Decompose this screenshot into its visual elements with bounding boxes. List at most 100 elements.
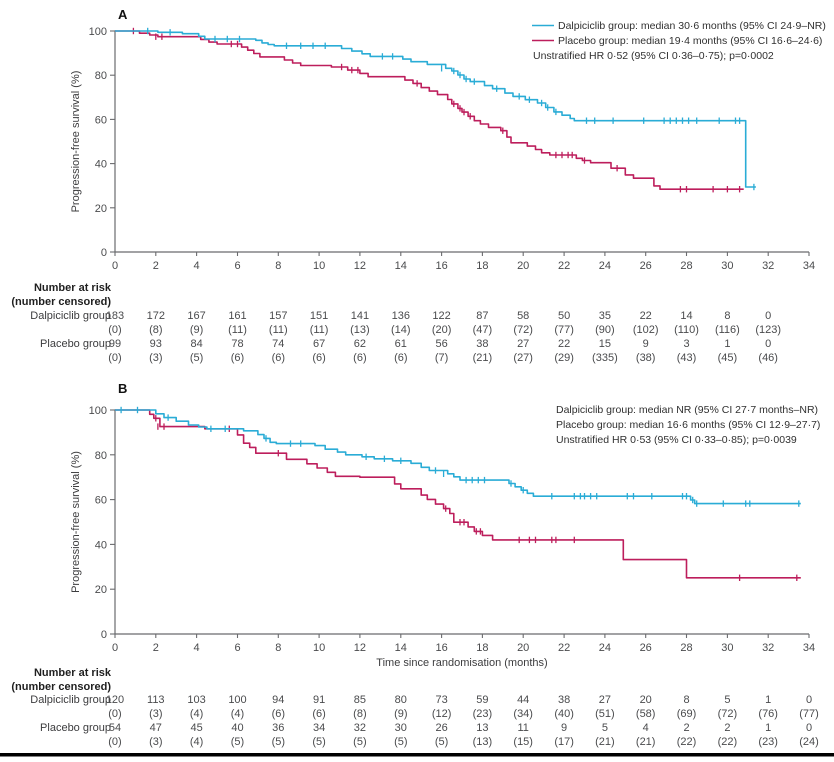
y-tick-label: 60 bbox=[95, 114, 107, 126]
x-tick-label: 30 bbox=[721, 642, 733, 654]
km-curve-placebo bbox=[115, 409, 801, 579]
risk-censored-value: (27) bbox=[513, 352, 533, 364]
risk-censored-value: (3) bbox=[149, 352, 162, 364]
risk-censored-value: (6) bbox=[353, 352, 366, 364]
x-tick-label: 20 bbox=[517, 642, 529, 654]
risk-row-label: Placebo group bbox=[40, 722, 111, 734]
risk-censored-value: (6) bbox=[272, 352, 285, 364]
panel-label: B bbox=[118, 381, 127, 396]
risk-at-risk-value: 59 bbox=[476, 694, 488, 706]
risk-censored-value: (22) bbox=[718, 736, 738, 748]
risk-at-risk-value: 13 bbox=[476, 722, 488, 734]
risk-at-risk-value: 122 bbox=[432, 310, 450, 322]
risk-at-risk-value: 15 bbox=[599, 338, 611, 350]
risk-at-risk-value: 1 bbox=[724, 338, 730, 350]
km-curve-dalpiciclib bbox=[115, 409, 801, 505]
risk-censored-value: (5) bbox=[312, 736, 325, 748]
risk-at-risk-value: 45 bbox=[190, 722, 202, 734]
y-tick-label: 80 bbox=[95, 70, 107, 82]
risk-censored-value: (102) bbox=[633, 324, 659, 336]
risk-censored-value: (12) bbox=[432, 708, 452, 720]
risk-at-risk-value: 157 bbox=[269, 310, 287, 322]
risk-censored-value: (13) bbox=[350, 324, 370, 336]
risk-at-risk-value: 9 bbox=[561, 722, 567, 734]
risk-censored-value: (24) bbox=[799, 736, 819, 748]
x-tick-label: 30 bbox=[721, 260, 733, 272]
x-tick-label: 26 bbox=[640, 260, 652, 272]
risk-censored-value: (4) bbox=[231, 708, 244, 720]
risk-censored-value: (3) bbox=[149, 736, 162, 748]
risk-censored-value: (110) bbox=[674, 324, 699, 336]
risk-at-risk-value: 99 bbox=[109, 338, 121, 350]
risk-at-risk-value: 93 bbox=[150, 338, 162, 350]
risk-censored-value: (11) bbox=[228, 324, 247, 336]
risk-at-risk-value: 2 bbox=[683, 722, 689, 734]
risk-censored-value: (5) bbox=[272, 736, 285, 748]
risk-at-risk-value: 58 bbox=[517, 310, 529, 322]
risk-at-risk-value: 27 bbox=[599, 694, 611, 706]
risk-at-risk-value: 74 bbox=[272, 338, 284, 350]
risk-at-risk-value: 172 bbox=[147, 310, 165, 322]
risk-censored-value: (8) bbox=[353, 708, 366, 720]
y-tick-label: 40 bbox=[95, 159, 107, 171]
risk-censored-value: (21) bbox=[473, 352, 493, 364]
x-tick-label: 32 bbox=[762, 642, 774, 654]
risk-censored-value: (4) bbox=[190, 708, 203, 720]
x-tick-label: 26 bbox=[640, 642, 652, 654]
risk-at-risk-value: 85 bbox=[354, 694, 366, 706]
y-tick-label: 60 bbox=[95, 495, 107, 507]
bottom-rule bbox=[0, 753, 834, 757]
risk-censored-value: (45) bbox=[718, 352, 738, 364]
risk-censored-value: (3) bbox=[149, 708, 162, 720]
risk-at-risk-value: 56 bbox=[435, 338, 447, 350]
x-tick-label: 8 bbox=[275, 642, 281, 654]
x-tick-label: 4 bbox=[194, 260, 200, 272]
risk-censored-value: (17) bbox=[554, 736, 574, 748]
risk-censored-value: (5) bbox=[231, 736, 244, 748]
x-tick-label: 0 bbox=[112, 642, 118, 654]
risk-at-risk-value: 94 bbox=[272, 694, 284, 706]
risk-censored-value: (116) bbox=[715, 324, 740, 336]
risk-censored-value: (0) bbox=[108, 324, 121, 336]
risk-at-risk-value: 67 bbox=[313, 338, 325, 350]
risk-at-risk-value: 40 bbox=[231, 722, 243, 734]
risk-censored-value: (15) bbox=[513, 736, 533, 748]
risk-row-label: Dalpiciclib group bbox=[30, 310, 111, 322]
risk-at-risk-value: 5 bbox=[724, 694, 730, 706]
risk-censored-value: (34) bbox=[513, 708, 533, 720]
risk-censored-value: (0) bbox=[108, 352, 121, 364]
risk-censored-value: (23) bbox=[758, 736, 778, 748]
risk-at-risk-value: 80 bbox=[395, 694, 407, 706]
y-axis-title: Progression-free survival (%) bbox=[70, 451, 82, 593]
risk-censored-value: (90) bbox=[595, 324, 615, 336]
y-axis-title: Progression-free survival (%) bbox=[70, 71, 82, 213]
risk-censored-value: (7) bbox=[435, 352, 448, 364]
risk-at-risk-value: 38 bbox=[558, 694, 570, 706]
panel-label: A bbox=[118, 7, 128, 22]
risk-at-risk-value: 161 bbox=[228, 310, 246, 322]
risk-censored-value: (5) bbox=[394, 736, 407, 748]
risk-censored-value: (51) bbox=[595, 708, 615, 720]
x-tick-label: 22 bbox=[558, 260, 570, 272]
risk-censored-value: (13) bbox=[473, 736, 493, 748]
risk-at-risk-value: 91 bbox=[313, 694, 325, 706]
x-tick-label: 6 bbox=[234, 642, 240, 654]
risk-table-header: (number censored) bbox=[11, 681, 111, 693]
risk-at-risk-value: 1 bbox=[765, 722, 771, 734]
risk-at-risk-value: 27 bbox=[517, 338, 529, 350]
x-tick-label: 34 bbox=[803, 260, 815, 272]
risk-at-risk-value: 151 bbox=[310, 310, 328, 322]
risk-censored-value: (77) bbox=[799, 708, 819, 720]
risk-censored-value: (335) bbox=[592, 352, 618, 364]
x-tick-label: 12 bbox=[354, 642, 366, 654]
risk-at-risk-value: 0 bbox=[765, 338, 771, 350]
risk-at-risk-value: 62 bbox=[354, 338, 366, 350]
risk-at-risk-value: 2 bbox=[724, 722, 730, 734]
risk-censored-value: (22) bbox=[677, 736, 697, 748]
risk-at-risk-value: 0 bbox=[806, 722, 812, 734]
risk-table-header: Number at risk bbox=[34, 667, 112, 679]
risk-at-risk-value: 61 bbox=[395, 338, 407, 350]
risk-at-risk-value: 0 bbox=[806, 694, 812, 706]
y-tick-label: 20 bbox=[95, 584, 107, 596]
